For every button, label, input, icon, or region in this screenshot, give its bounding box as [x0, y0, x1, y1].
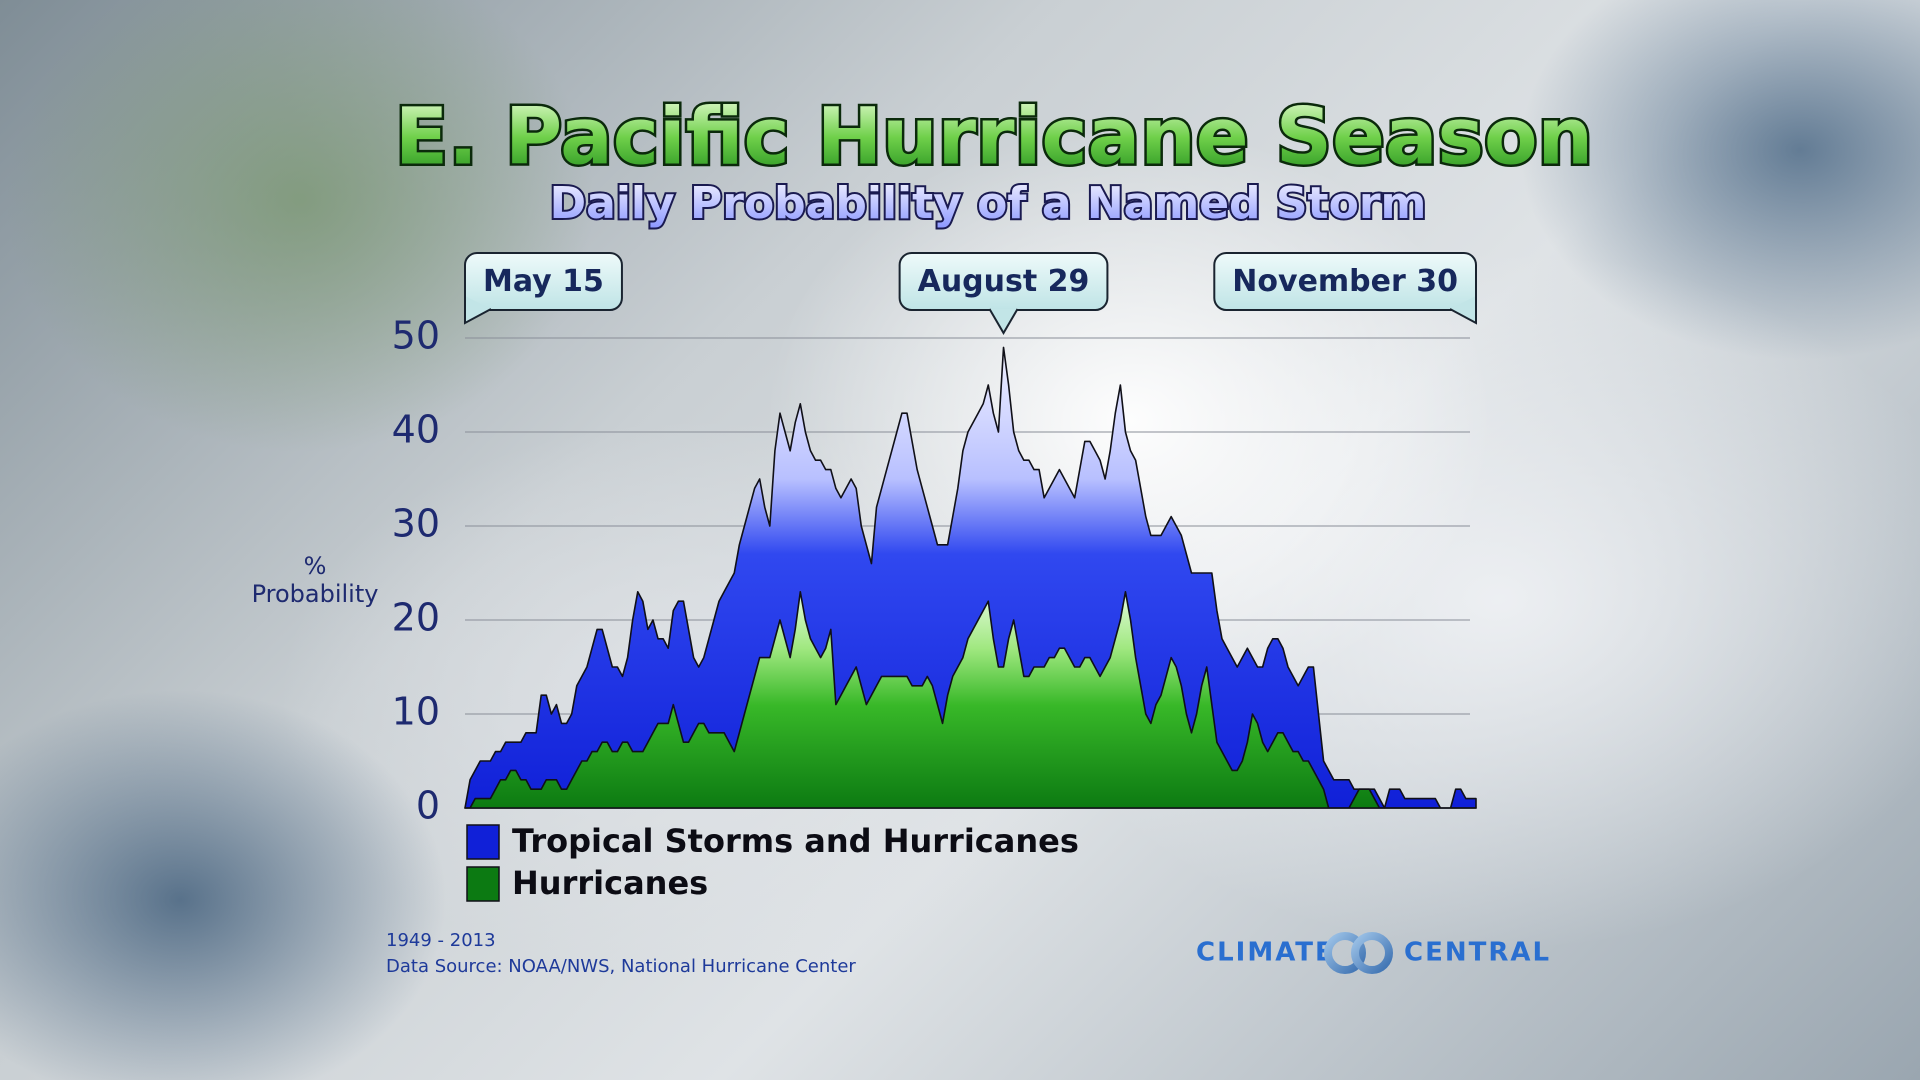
chart-subtitle: Daily Probability of a Named Storm	[550, 178, 1427, 229]
x-tick-label: May 15	[483, 264, 604, 299]
x-tick-label: August 29	[918, 264, 1090, 299]
legend-swatch	[466, 824, 500, 860]
callout-tail-edge	[464, 296, 492, 325]
y-tick-label: 10	[392, 690, 440, 734]
y-axis-label: % Probability	[251, 552, 379, 608]
date-callout: August 29	[898, 252, 1109, 335]
logo-text: CENTRAL	[1404, 938, 1551, 968]
logo: CLIMATE CENTRAL	[1196, 932, 1551, 974]
callout-tail	[989, 309, 1018, 333]
legend-swatch	[466, 866, 500, 902]
area	[464, 591, 1477, 809]
callout-box	[464, 252, 623, 311]
callout-box	[1213, 252, 1477, 311]
date-callout: November 30	[1213, 252, 1477, 325]
y-tick-label: 30	[392, 502, 440, 546]
y-tick-label: 0	[416, 784, 440, 828]
chart-title: E. Pacific Hurricane Season	[395, 92, 1593, 182]
source-note: Data Source: NOAA/NWS, National Hurrican…	[386, 956, 856, 977]
callout-tail	[465, 296, 491, 323]
callout-tail	[1450, 296, 1476, 323]
date-callout: May 15	[464, 252, 623, 325]
footnote: 1949 - 2013	[386, 930, 496, 951]
logo-ring	[1351, 932, 1393, 974]
y-tick-label: 20	[392, 596, 440, 640]
legend-label: Tropical Storms and Hurricanes	[512, 822, 1079, 860]
logo-text: CLIMATE	[1196, 938, 1335, 968]
x-tick-label: November 30	[1232, 264, 1458, 299]
legend-label: Hurricanes	[512, 864, 708, 902]
y-tick-label: 50	[392, 314, 440, 358]
area	[464, 346, 1477, 809]
callout-tail-edge	[988, 308, 1019, 335]
callout-tail-edge	[1449, 296, 1477, 325]
y-tick-label: 40	[392, 408, 440, 452]
logo-ring	[1324, 932, 1366, 974]
